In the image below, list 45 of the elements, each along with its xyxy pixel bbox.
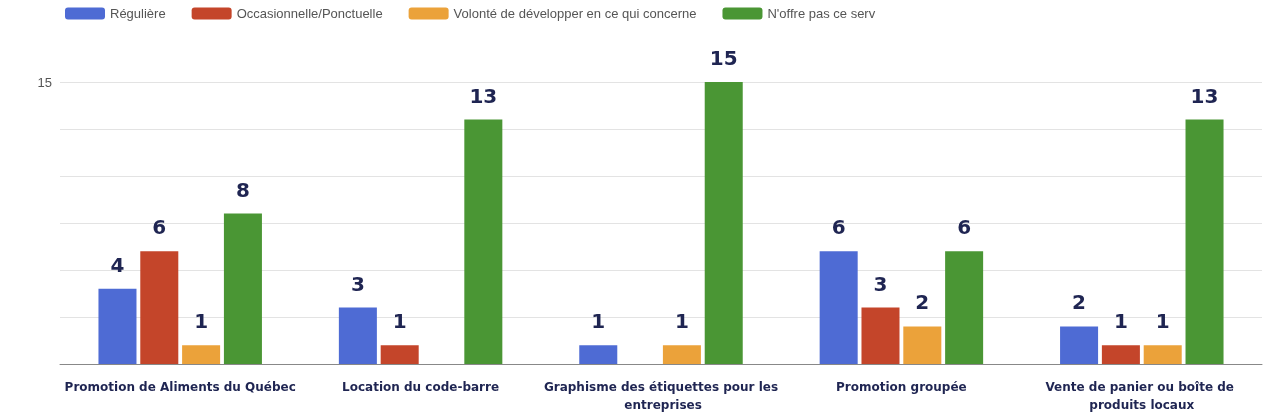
bar: [861, 307, 900, 364]
bar: [945, 251, 984, 364]
x-tick-label: Promotion groupée: [836, 380, 967, 394]
data-label: 3: [350, 271, 365, 296]
data-label: 15: [709, 46, 738, 70]
legend-label: Occasionnelle/Ponctuelle: [236, 6, 383, 21]
bar: [1185, 119, 1224, 364]
bar: [579, 345, 618, 364]
bar: [223, 213, 262, 364]
data-label: 1: [591, 309, 606, 334]
data-label: 13: [469, 83, 498, 108]
data-label: 4: [110, 252, 125, 277]
bar: [819, 251, 858, 364]
bar: [464, 119, 503, 364]
data-label: 2: [915, 290, 930, 315]
bar: [182, 345, 221, 364]
x-tick-label: Vente de panier ou boîte de produits locaux: [1045, 380, 1239, 412]
bar: [662, 345, 701, 364]
data-label: 1: [674, 309, 689, 334]
data-label: 1: [1113, 309, 1128, 334]
bar: [903, 326, 942, 364]
bar: [380, 345, 419, 364]
data-label: 6: [957, 215, 972, 240]
data-label: 1: [392, 309, 407, 334]
data-label: 8: [235, 177, 250, 202]
data-label: 6: [152, 215, 167, 240]
bar: [338, 307, 377, 364]
x-tick-label: Location du code-barre: [342, 380, 500, 394]
x-tick-label: Graphisme des étiquettes pour les entreprises: [543, 380, 779, 412]
legend-label: N'offre pas ce serv: [767, 6, 876, 21]
bar: [98, 288, 137, 364]
data-label: 13: [1190, 83, 1219, 108]
bar: [1143, 345, 1182, 364]
bar: [140, 251, 179, 364]
legend-label: Régulière: [110, 6, 166, 21]
legend-label: Volonté de développer en ce qui concerne: [453, 6, 697, 21]
data-label: 3: [873, 271, 888, 296]
bar: [1101, 345, 1140, 364]
bar: [704, 82, 743, 364]
data-label: 1: [1155, 309, 1170, 334]
bar: [1060, 326, 1099, 364]
data-label: 1: [194, 309, 209, 334]
x-tick-label: Promotion de Aliments du Québec: [64, 380, 296, 394]
data-label: 6: [831, 215, 846, 240]
data-label: 2: [1072, 290, 1087, 315]
